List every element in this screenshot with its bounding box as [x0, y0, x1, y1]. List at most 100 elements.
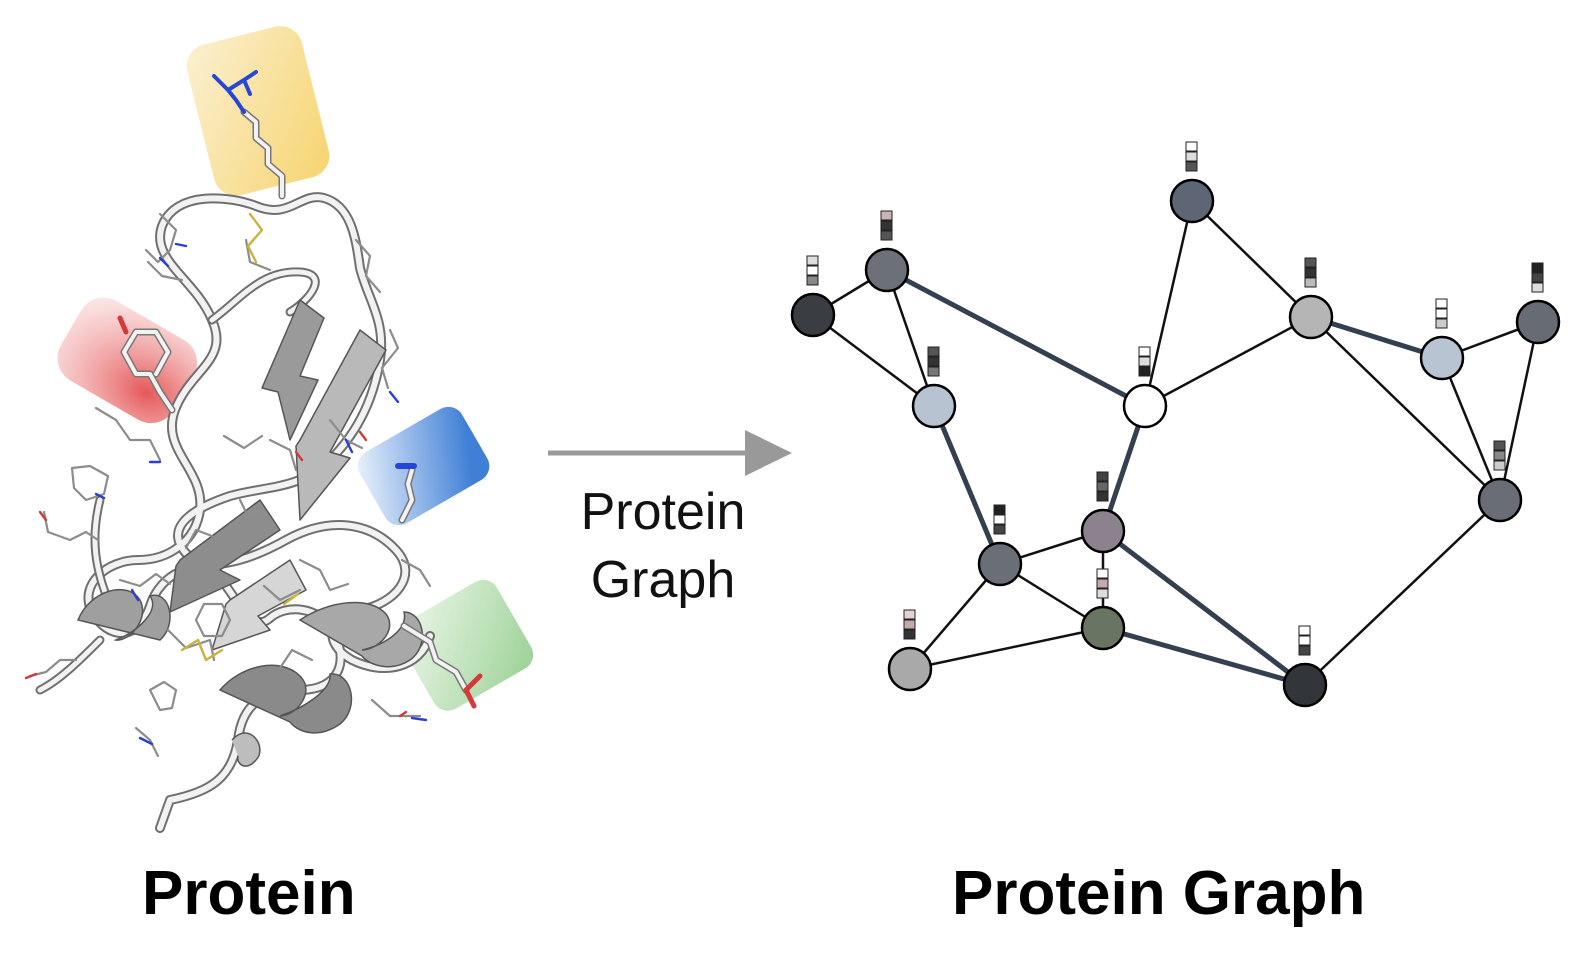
nitrogen-atoms: [94, 242, 428, 746]
feature-cell-n6-0: [1304, 257, 1317, 268]
arginine-sticks: [212, 70, 286, 200]
graph-edge-n8-n11: [1498, 321, 1540, 501]
graph-feature-vectors: [806, 141, 1544, 656]
feature-vector-n6: [1304, 257, 1317, 288]
feature-cell-n14-0: [1298, 625, 1311, 636]
feature-cell-n5-1: [1138, 356, 1151, 367]
graph-node-n13: [1080, 605, 1126, 651]
backbone-fill: [85, 194, 433, 831]
feature-cell-n14-2: [1298, 645, 1311, 656]
helix-4: [231, 732, 261, 767]
feature-vector-n11: [1493, 440, 1506, 471]
graph-node-n1: [790, 292, 836, 338]
feature-cell-n10-1: [1096, 481, 1109, 492]
graph-node-n2: [864, 247, 910, 293]
beta-strand-3: [169, 499, 281, 613]
arrow-head: [745, 430, 792, 476]
graph-edge-n9-n12: [909, 563, 1001, 670]
feature-vector-n3: [927, 346, 940, 377]
feature-cell-n7-2: [1435, 318, 1448, 329]
tyrosine-sticks: [117, 315, 176, 414]
highlight-arginine: [186, 26, 330, 196]
graph-edge-n2-n3: [885, 269, 936, 407]
side-chains: [28, 212, 432, 758]
graph-node-n4: [1169, 178, 1215, 224]
graph-node-n10: [1080, 508, 1126, 554]
graph-edges: [812, 200, 1540, 688]
blue-sidechain-sticks: [395, 463, 417, 524]
feature-cell-n6-2: [1304, 277, 1317, 288]
feature-cell-n8-0: [1531, 262, 1544, 273]
beta-strand-2: [295, 329, 387, 521]
feature-cell-n6-1: [1304, 267, 1317, 278]
graph-nodes: [790, 178, 1561, 708]
graph-edge-n6-n11: [1310, 316, 1501, 501]
graph-edge-n6-n7: [1310, 314, 1443, 361]
graph-node-n6: [1288, 294, 1334, 340]
beta-strand-4: [211, 559, 307, 651]
feature-cell-n10-0: [1096, 471, 1109, 482]
feature-vector-n8: [1531, 262, 1544, 293]
feature-vector-n13: [1096, 568, 1109, 599]
graph-edge-n7-n11: [1440, 357, 1502, 501]
feature-cell-n5-2: [1138, 366, 1151, 377]
graph-node-n7: [1419, 335, 1465, 381]
feature-cell-n14-1: [1298, 635, 1311, 646]
feature-vector-n12: [903, 609, 916, 640]
feature-cell-n11-2: [1493, 460, 1506, 471]
feature-cell-n7-0: [1435, 298, 1448, 309]
feature-cell-n9-0: [993, 504, 1006, 515]
graph-node-n14: [1282, 662, 1328, 708]
oxygen-atoms: [24, 430, 408, 718]
graph-node-n8: [1515, 299, 1561, 345]
feature-vector-n9: [993, 504, 1006, 535]
loop-fill: [37, 269, 318, 693]
feature-cell-n4-2: [1185, 161, 1198, 172]
feature-cell-n1-2: [806, 275, 819, 286]
feature-cell-n12-2: [903, 629, 916, 640]
feature-cell-n4-0: [1185, 141, 1198, 152]
helix-1: [76, 589, 171, 641]
feature-cell-n1-1: [806, 265, 819, 276]
graph-edge-n4-n6: [1191, 200, 1312, 318]
feature-cell-n12-1: [903, 619, 916, 630]
feature-cell-n8-2: [1531, 282, 1544, 293]
feature-cell-n13-0: [1096, 568, 1109, 579]
feature-cell-n7-1: [1435, 308, 1448, 319]
graph-edge-n1-n3: [812, 314, 935, 407]
feature-cell-n11-0: [1493, 440, 1506, 451]
arrow-label: Protein Graph: [548, 478, 778, 614]
feature-cell-n8-1: [1531, 272, 1544, 283]
feature-cell-n3-1: [927, 356, 940, 367]
protein-structure: [24, 26, 534, 833]
feature-cell-n2-0: [880, 210, 893, 221]
graph-edge-n12-n13: [909, 626, 1104, 671]
graph-node-n3: [911, 383, 957, 429]
graph-edge-n10-n14: [1101, 529, 1307, 687]
feature-vector-n1: [806, 255, 819, 286]
feature-cell-n3-2: [927, 366, 940, 377]
helix-3: [298, 601, 424, 668]
feature-cell-n2-2: [880, 230, 893, 241]
feature-cell-n3-0: [927, 346, 940, 357]
feature-cell-n13-2: [1096, 588, 1109, 599]
feature-cell-n12-0: [903, 609, 916, 620]
helix-2: [218, 664, 353, 734]
transform-arrow: [548, 430, 792, 476]
feature-vector-n14: [1298, 625, 1311, 656]
graph-node-n9: [977, 541, 1023, 587]
disulfide-bonds: [180, 212, 300, 662]
feature-cell-n5-0: [1138, 346, 1151, 357]
graph-node-n5: [1122, 383, 1168, 429]
caption-protein-graph: Protein Graph: [952, 859, 1366, 928]
graph-node-n12: [887, 646, 933, 692]
feature-vector-n5: [1138, 346, 1151, 377]
feature-cell-n13-1: [1096, 578, 1109, 589]
graph-node-n11: [1477, 477, 1523, 523]
feature-cell-n10-2: [1096, 491, 1109, 502]
graph-edge-n4-n5: [1143, 200, 1194, 407]
arrow-label-line2: Graph: [590, 551, 736, 609]
feature-vector-n7: [1435, 298, 1448, 329]
feature-cell-n2-1: [880, 220, 893, 231]
